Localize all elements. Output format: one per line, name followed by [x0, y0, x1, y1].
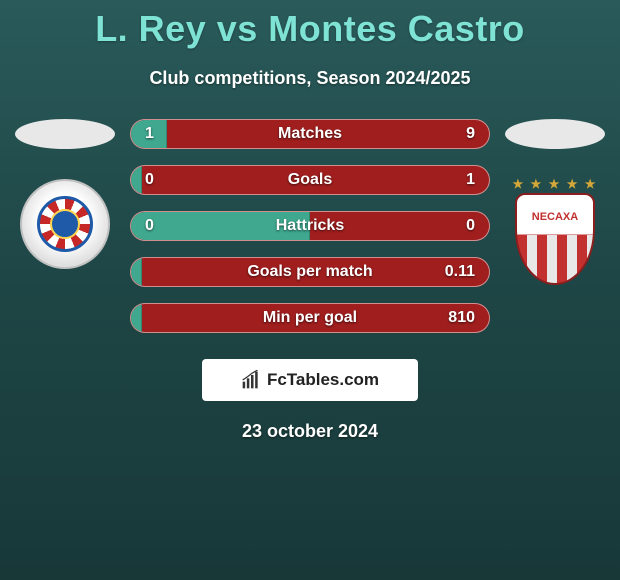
- crest-left-stripes: [37, 196, 93, 252]
- stat-pill-fill: [131, 258, 142, 286]
- date-label: 23 october 2024: [0, 421, 620, 442]
- brand-label: FcTables.com: [267, 370, 379, 390]
- stat-label: Goals: [288, 171, 332, 189]
- stat-label: Min per goal: [263, 309, 357, 327]
- stat-label: Hattricks: [276, 217, 344, 235]
- player-silhouette-right: [505, 119, 605, 149]
- right-side: ★ ★ ★ ★ ★ NECAXA: [500, 119, 610, 289]
- stat-left-value: 0: [145, 171, 154, 189]
- stat-left-value: 1: [145, 125, 154, 143]
- stat-right-value: 0.11: [445, 263, 475, 281]
- stat-right-value: 0: [466, 217, 475, 235]
- crest-right-stars: ★ ★ ★ ★ ★: [505, 177, 605, 191]
- crest-right-shield: NECAXA: [515, 193, 595, 285]
- team-crest-right: ★ ★ ★ ★ ★ NECAXA: [505, 179, 605, 289]
- chart-icon: [241, 370, 261, 390]
- stat-pill: 0 Goals 1: [130, 165, 490, 195]
- stat-left-value: 0: [145, 217, 154, 235]
- stat-pill: Goals per match 0.11: [130, 257, 490, 287]
- stat-pill: 1 Matches 9: [130, 119, 490, 149]
- player-silhouette-left: [15, 119, 115, 149]
- stat-pill-fill: [131, 304, 142, 332]
- left-side: [10, 119, 120, 269]
- stats-column: 1 Matches 9 0 Goals 1 0 Hattricks 0 Goals per mat…: [130, 119, 490, 333]
- crest-left-center: [50, 209, 80, 239]
- team-crest-left: [20, 179, 110, 269]
- stat-right-value: 810: [448, 309, 475, 327]
- stat-right-value: 9: [466, 125, 475, 143]
- stat-label: Goals per match: [247, 263, 372, 281]
- stat-pill-fill: [131, 166, 142, 194]
- page-title: L. Rey vs Montes Castro: [0, 0, 620, 50]
- crest-right-label: NECAXA: [532, 211, 578, 223]
- subtitle: Club competitions, Season 2024/2025: [0, 68, 620, 89]
- stat-pill: Min per goal 810: [130, 303, 490, 333]
- comparison-panel: 1 Matches 9 0 Goals 1 0 Hattricks 0 Goals per mat…: [0, 119, 620, 333]
- brand-badge[interactable]: FcTables.com: [202, 359, 418, 401]
- stat-label: Matches: [278, 125, 342, 143]
- stat-pill: 0 Hattricks 0: [130, 211, 490, 241]
- stat-right-value: 1: [466, 171, 475, 189]
